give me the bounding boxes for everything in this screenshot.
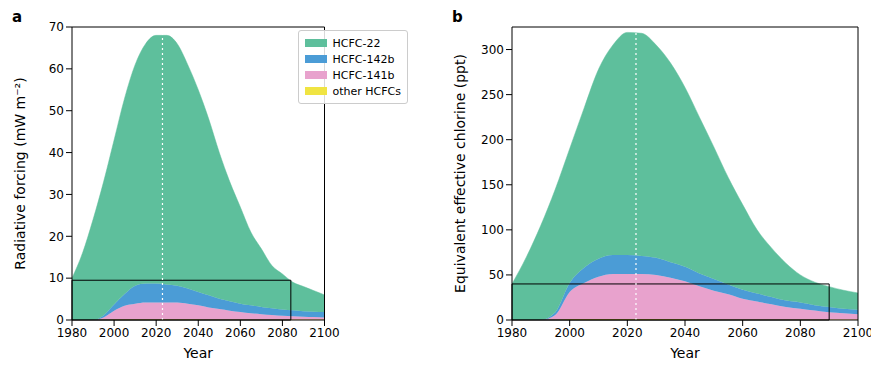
- svg-text:1980: 1980: [57, 326, 88, 340]
- svg-text:Equivalent effective chlorine: Equivalent effective chlorine (ppt): [452, 54, 468, 293]
- svg-text:Year: Year: [669, 345, 700, 361]
- svg-text:20: 20: [49, 230, 64, 244]
- svg-text:2000: 2000: [99, 326, 130, 340]
- svg-text:100: 100: [481, 223, 504, 237]
- svg-text:30: 30: [49, 188, 64, 202]
- svg-text:2020: 2020: [141, 326, 172, 340]
- svg-text:2060: 2060: [225, 326, 256, 340]
- svg-text:200: 200: [481, 133, 504, 147]
- svg-text:10: 10: [49, 271, 64, 285]
- html-text:HCFC-22: HCFC-22: [332, 36, 381, 50]
- svg-text:150: 150: [481, 178, 504, 192]
- svg-text:2100: 2100: [309, 326, 340, 340]
- svg-text:60: 60: [49, 62, 64, 76]
- svg-text:2100: 2100: [843, 326, 871, 340]
- svg-text:Radiative forcing (mW m⁻²): Radiative forcing (mW m⁻²): [12, 77, 28, 269]
- html-text:a: a: [12, 8, 23, 26]
- svg-text:250: 250: [481, 88, 504, 102]
- svg-text:40: 40: [49, 146, 64, 160]
- svg-text:Year: Year: [182, 345, 213, 361]
- svg-text:0: 0: [56, 313, 64, 327]
- html-text:other HCFCs: other HCFCs: [332, 84, 401, 98]
- svg-text:50: 50: [49, 104, 64, 118]
- svg-text:70: 70: [49, 20, 64, 34]
- svg-text:2060: 2060: [727, 326, 758, 340]
- svg-text:0: 0: [496, 313, 504, 327]
- html-text:HCFC-142b: HCFC-142b: [332, 52, 395, 66]
- html-text:b: b: [452, 8, 463, 26]
- svg-text:2080: 2080: [267, 326, 298, 340]
- svg-text:2040: 2040: [670, 326, 701, 340]
- html-text:HCFC-141b: HCFC-141b: [332, 68, 395, 82]
- svg-text:2080: 2080: [785, 326, 816, 340]
- svg-text:300: 300: [481, 43, 504, 57]
- svg-text:2020: 2020: [612, 326, 643, 340]
- svg-text:50: 50: [489, 268, 504, 282]
- svg-text:2000: 2000: [554, 326, 585, 340]
- svg-text:1980: 1980: [497, 326, 528, 340]
- svg-text:2040: 2040: [183, 326, 214, 340]
